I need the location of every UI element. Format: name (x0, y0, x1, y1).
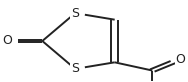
Text: S: S (71, 62, 79, 75)
Text: O: O (3, 35, 12, 47)
Text: O: O (176, 53, 185, 66)
Text: S: S (71, 7, 79, 20)
